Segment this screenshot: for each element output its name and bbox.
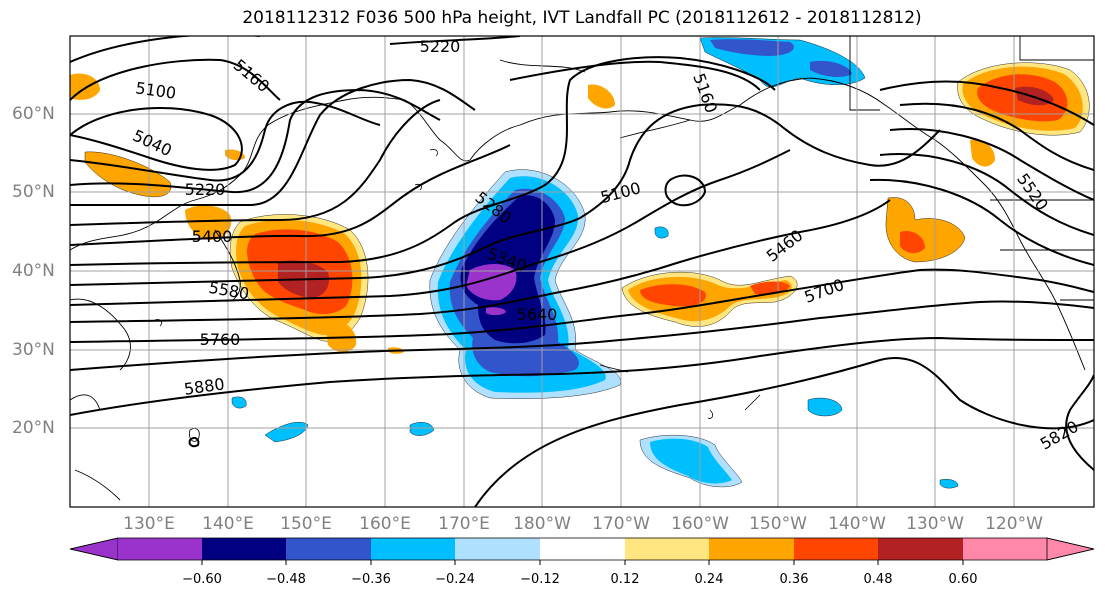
lat-label: 40°N [12, 261, 55, 281]
lon-label: 160°W [671, 514, 729, 534]
contour-label: 5220 [420, 37, 461, 56]
lat-label: 20°N [12, 418, 55, 438]
height-contours [70, 36, 1094, 507]
colorbar-segment [625, 538, 709, 560]
map-area [70, 36, 1094, 507]
colorbar-segment [794, 538, 878, 560]
lon-label: 170°E [438, 514, 490, 534]
colorbar-segment [540, 538, 625, 560]
lon-label: 150°W [749, 514, 807, 534]
lon-label: 150°E [280, 514, 332, 534]
colorbar-segment [963, 538, 1047, 560]
lat-label: 60°N [12, 104, 55, 124]
colorbar-extend-low [69, 537, 119, 561]
colorbar-tick-label: −0.60 [182, 572, 222, 587]
lon-label: 180°W [513, 514, 571, 534]
lon-label: 130°E [123, 514, 175, 534]
contour-label: 5400 [192, 227, 233, 246]
colorbar-segment [202, 538, 286, 560]
colorbar-tick-label: 0.24 [694, 572, 724, 587]
colorbar-segment [118, 538, 202, 560]
colorbar-segment [878, 538, 963, 560]
colorbar-ticks [201, 560, 964, 565]
lon-label: 130°W [906, 514, 964, 534]
contour-label: 5220 [185, 180, 226, 199]
graticule [70, 36, 1094, 507]
contour-label: 5640 [517, 305, 558, 324]
lon-label: 120°W [985, 514, 1043, 534]
lon-label: 140°W [828, 514, 886, 534]
colorbar-tick-label: 0.12 [610, 572, 640, 587]
lat-label: 30°N [12, 340, 55, 360]
lon-label: 170°W [592, 514, 650, 534]
colorbar-segment [371, 538, 455, 560]
lon-label: 160°E [359, 514, 411, 534]
colorbar-tick-label: −0.48 [266, 572, 306, 587]
colorbar-tick-label: 0.36 [779, 572, 809, 587]
colorbar-tick-label: −0.36 [351, 572, 391, 587]
colorbar [69, 537, 1095, 561]
lon-label: 140°E [202, 514, 254, 534]
colorbar-tick-label: −0.24 [435, 572, 475, 587]
colorbar-segment [709, 538, 794, 560]
colorbar-tick-label: −0.12 [520, 572, 560, 587]
colorbar-extend-high [1046, 537, 1095, 561]
colorbar-segment [286, 538, 371, 560]
lat-label: 50°N [12, 182, 55, 202]
map-frame [69, 35, 1095, 508]
colorbar-segment [455, 538, 540, 560]
colorbar-tick-label: 0.60 [948, 572, 978, 587]
map-title: 2018112312 F036 500 hPa height, IVT Land… [242, 8, 922, 28]
contour-label: 5760 [200, 330, 241, 349]
colorbar-tick-label: 0.48 [863, 572, 893, 587]
